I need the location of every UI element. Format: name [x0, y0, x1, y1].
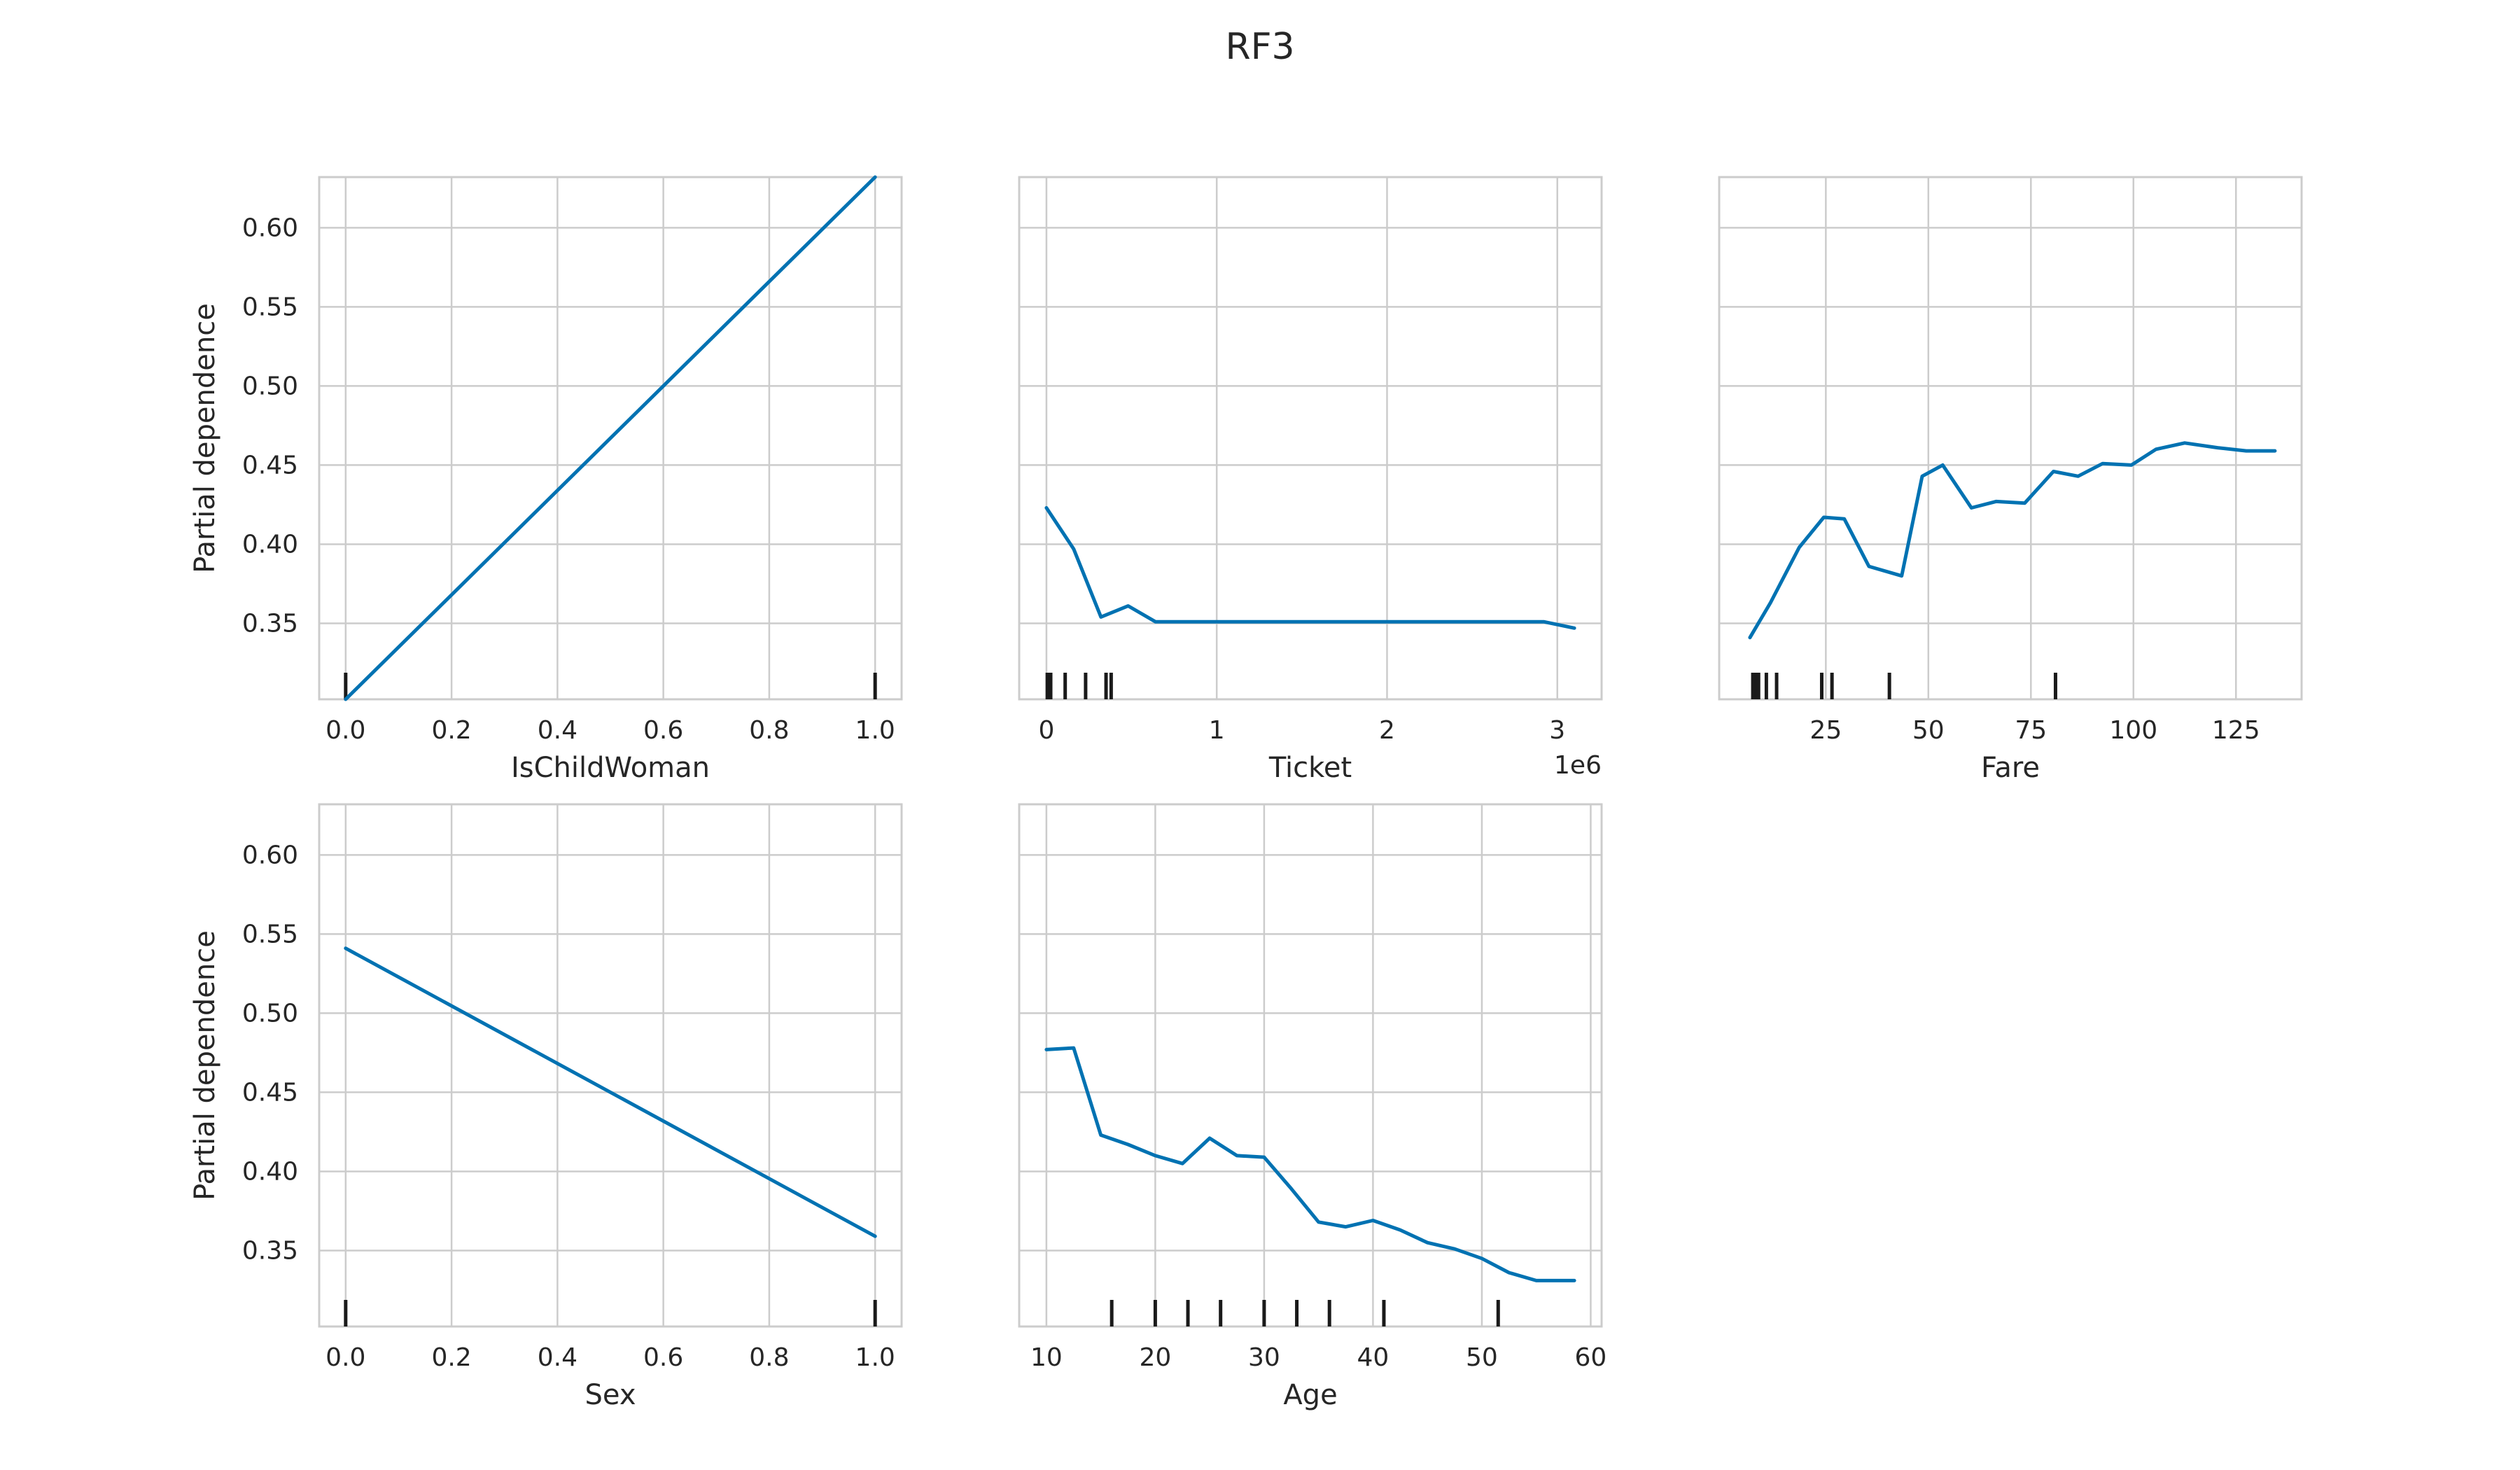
x-tick-label: 10 — [1030, 1343, 1063, 1372]
axes-frame — [1718, 176, 2303, 701]
x-tick-label: 0.0 — [326, 1343, 365, 1372]
x-tick-label: 0.4 — [538, 1343, 578, 1372]
axes-frame — [318, 803, 903, 1328]
pd-line-0 — [344, 946, 877, 1238]
x-tick-label: 60 — [1575, 1343, 1607, 1372]
x-tick-label: 50 — [1466, 1343, 1498, 1372]
y-tick-label: 0.60 — [242, 841, 298, 869]
x-tick-label: 0.2 — [431, 716, 471, 745]
y-tick-label: 0.55 — [242, 293, 298, 321]
x-tick-label: 125 — [2212, 716, 2260, 745]
y-tick-label: 0.60 — [242, 214, 298, 242]
x-offset-label: 1e6 — [1554, 751, 1602, 780]
subplot-ischildwoman: 0.0 0.2 0.4 0.6 0.8 1.0 0.35 0.40 0.45 0.50 0.55 0.… — [189, 175, 903, 784]
x-tick-label: 100 — [2109, 716, 2157, 745]
y-tick-label: 0.50 — [242, 372, 298, 400]
subplot-ticket: 0 1 2 3 Ticket 1e6 — [1018, 176, 1603, 784]
pd-line-0 — [1044, 506, 1576, 630]
pd-line-0 — [1748, 441, 2277, 640]
x-tick-label: 1.0 — [855, 1343, 895, 1372]
y-tick-label: 0.35 — [242, 1236, 298, 1265]
y-tick-label: 0.35 — [242, 609, 298, 638]
x-tick-label: 2 — [1379, 716, 1395, 745]
y-axis-label: Partial dependence — [189, 930, 221, 1200]
y-tick-label: 0.45 — [242, 451, 298, 479]
axes-frame — [1018, 803, 1603, 1328]
x-tick-label: 0.8 — [749, 1343, 789, 1372]
y-tick-label: 0.50 — [242, 999, 298, 1028]
x-tick-label: 0.2 — [431, 1343, 471, 1372]
x-tick-label: 30 — [1248, 1343, 1280, 1372]
x-tick-label: 50 — [1912, 716, 1945, 745]
y-tick-label: 0.40 — [242, 1157, 298, 1186]
x-tick-label: 0.0 — [326, 716, 365, 745]
x-axis-label: IsChildWoman — [511, 752, 710, 784]
y-tick-label: 0.55 — [242, 920, 298, 948]
subplot-age: 10 20 30 40 50 60 Age — [1018, 803, 1607, 1411]
x-tick-label: 0.8 — [749, 716, 789, 745]
axes-frame — [1018, 176, 1603, 701]
x-axis-label: Fare — [1981, 752, 2040, 784]
pd-line-0 — [344, 175, 877, 701]
figure-title: RF3 — [1225, 26, 1294, 68]
x-tick-label: 0.4 — [538, 716, 578, 745]
x-tick-label: 0.6 — [643, 1343, 683, 1372]
x-tick-label: 40 — [1357, 1343, 1390, 1372]
x-tick-label: 25 — [1809, 716, 1842, 745]
y-tick-label: 0.45 — [242, 1078, 298, 1107]
x-tick-label: 75 — [2015, 716, 2047, 745]
x-tick-label: 0.6 — [643, 716, 683, 745]
x-tick-label: 3 — [1549, 716, 1565, 745]
x-tick-label: 20 — [1139, 1343, 1171, 1372]
x-tick-label: 0 — [1038, 716, 1054, 745]
x-tick-label: 1.0 — [855, 716, 895, 745]
x-tick-label: 1 — [1209, 716, 1225, 745]
y-axis-label: Partial dependence — [189, 303, 221, 573]
axes-frame — [318, 176, 903, 701]
subplot-sex: 0.0 0.2 0.4 0.6 0.8 1.0 0.35 0.40 0.45 0.50 0.55 0.… — [189, 803, 903, 1411]
x-axis-label: Ticket — [1268, 752, 1352, 784]
x-axis-label: Age — [1283, 1379, 1337, 1411]
y-tick-label: 0.40 — [242, 530, 298, 559]
pd-line-0 — [1044, 1046, 1576, 1282]
x-axis-label: Sex — [585, 1379, 636, 1411]
subplot-fare: 25 50 75 100 125 Fare — [1718, 176, 2303, 784]
